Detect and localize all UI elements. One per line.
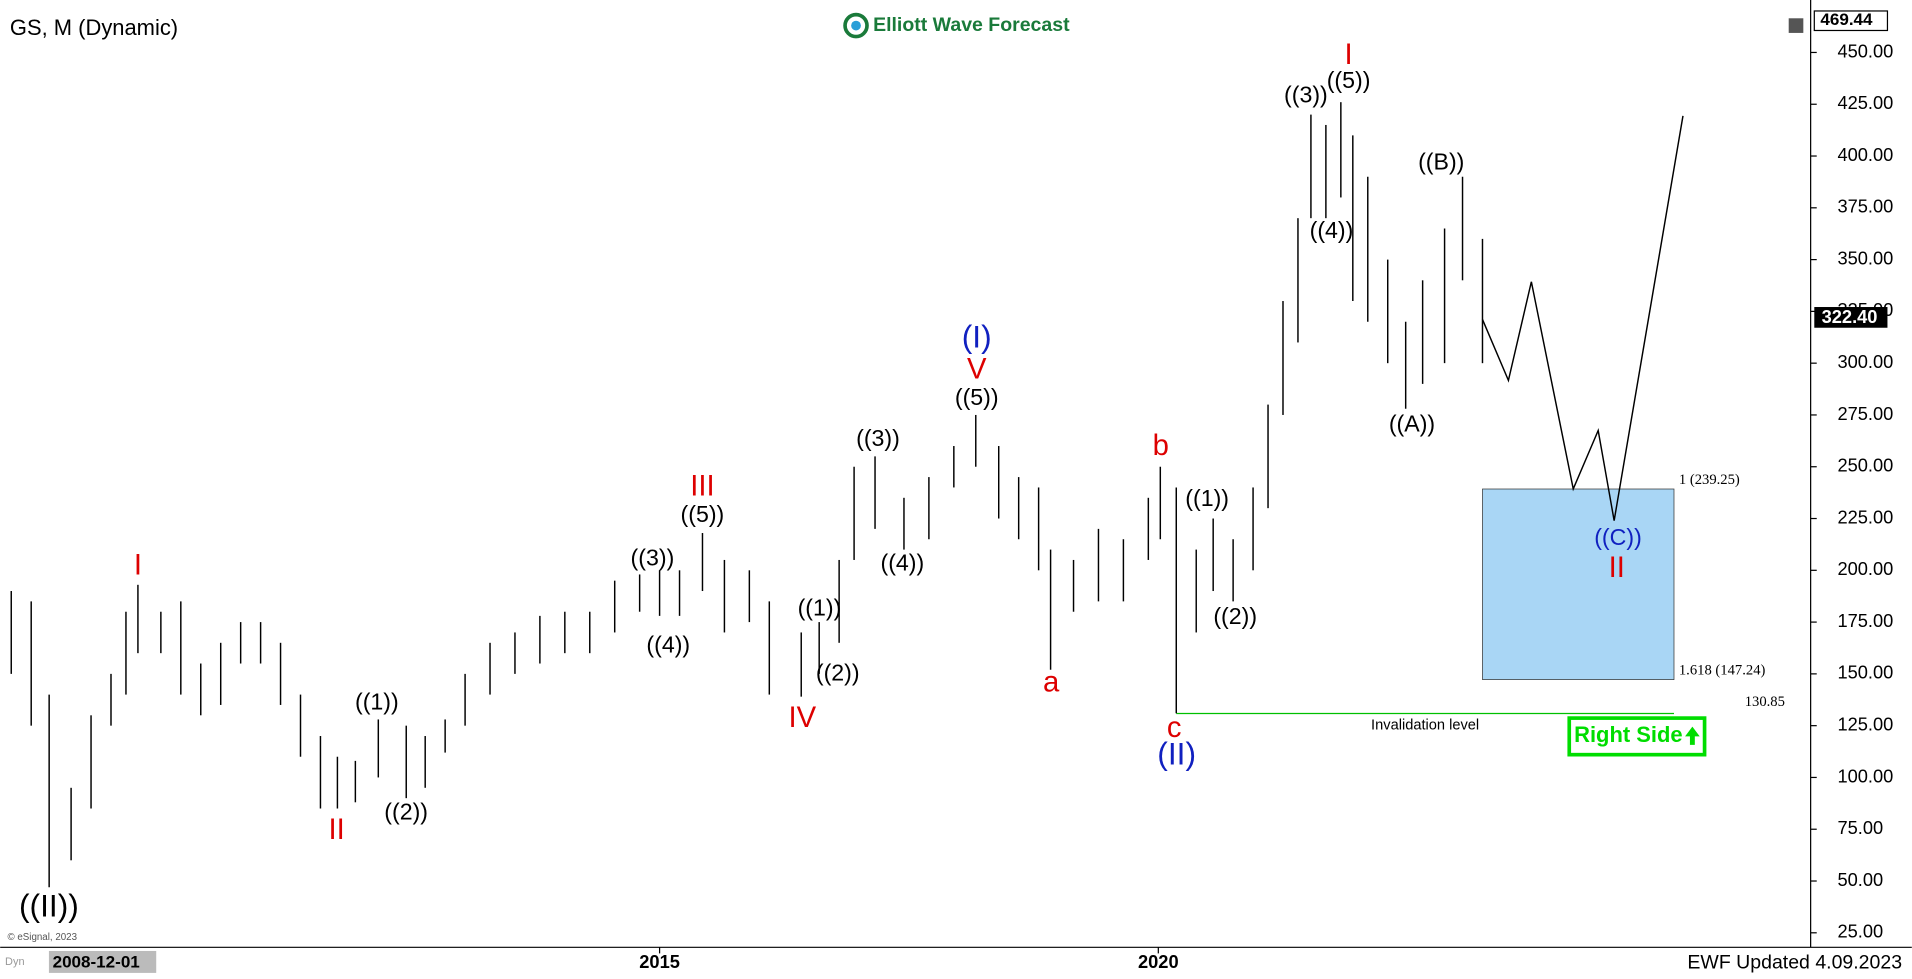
chart-title: GS, M (Dynamic): [10, 15, 178, 40]
wave-label: II: [1609, 552, 1625, 584]
menu-icon[interactable]: [1788, 18, 1804, 33]
x-tick-label: 2015: [639, 951, 680, 972]
y-tick-label: 350.00: [1837, 247, 1893, 268]
x-tick-label: 2020: [1138, 951, 1179, 972]
wave-label: ((2)): [1213, 603, 1257, 629]
y-tick-label: 450.00: [1837, 40, 1893, 61]
cursor-date-box: [48, 950, 157, 973]
wave-label: b: [1153, 430, 1169, 462]
wave-label: ((4)): [646, 631, 690, 657]
wave-label: ((2)): [384, 798, 428, 824]
right-side-text: Right Side: [1574, 722, 1682, 747]
y-tick-label: 300.00: [1837, 351, 1893, 372]
wave-label: ((5)): [1327, 67, 1371, 93]
wave-label: IV: [789, 702, 817, 734]
wave-label: ((1)): [355, 689, 399, 715]
wave-label: I: [134, 550, 142, 582]
wave-label: ((5)): [681, 501, 725, 527]
target-zone: [1482, 488, 1675, 680]
wave-label: ((4)): [880, 550, 924, 576]
y-tick-label: 25.00: [1837, 921, 1883, 942]
cursor-date: 2008-12-01: [53, 953, 140, 972]
wave-label: ((C)): [1594, 524, 1642, 550]
logo-ring: [843, 12, 869, 39]
wave-label: V: [967, 353, 987, 385]
wave-label: ((3)): [631, 545, 675, 571]
y-tick-label: 400.00: [1837, 144, 1893, 165]
y-tick-label: 200.00: [1837, 558, 1893, 579]
wave-label: II: [329, 814, 345, 846]
y-tick-label: 425.00: [1837, 92, 1893, 113]
y-tick-label: 75.00: [1837, 817, 1883, 838]
wave-label: ((B)): [1418, 148, 1464, 174]
y-tick-label: 225.00: [1837, 506, 1893, 527]
y-tick-label: 100.00: [1837, 765, 1893, 786]
wave-label: ((1)): [798, 595, 842, 621]
y-tick-label: 150.00: [1837, 662, 1893, 683]
y-tick-label: 375.00: [1837, 196, 1893, 217]
footer: EWF Updated 4.09.2023: [1687, 951, 1902, 973]
ymax-box: [1813, 10, 1889, 32]
invalidation-text: Invalidation level: [1371, 718, 1479, 734]
wave-label: ((3)): [1284, 81, 1328, 107]
wave-label: ((1)): [1185, 485, 1229, 511]
y-tick-label: 275.00: [1837, 403, 1893, 424]
wave-label: ((2)): [816, 659, 860, 685]
wave-label: I: [1345, 39, 1353, 71]
wave-label: c: [1167, 712, 1182, 744]
invalidation-value: 130.85: [1745, 694, 1785, 710]
y-tick-label: 250.00: [1837, 455, 1893, 476]
wave-label: a: [1043, 667, 1060, 699]
ymax-label: 469.44: [1820, 10, 1873, 29]
corner-tag: Dyn: [5, 956, 25, 968]
wave-label: (I): [962, 318, 992, 354]
wave-label: ((II)): [19, 888, 79, 924]
right-side-arrow: [1685, 726, 1700, 745]
logo-core: [851, 20, 861, 31]
wave-label: ((3)): [856, 425, 900, 451]
last-price-box: [1814, 307, 1888, 328]
zone-upper-label: 1 (239.25): [1679, 472, 1740, 488]
wave-label: ((5)): [955, 384, 999, 410]
wave-label: (II): [1157, 735, 1196, 771]
wave-label: ((A)): [1389, 411, 1435, 437]
copyright: © eSignal, 2023: [7, 932, 77, 943]
last-price-label: 322.40: [1822, 306, 1878, 327]
wave-label: III: [690, 470, 714, 502]
y-tick-label: 50.00: [1837, 869, 1883, 890]
brand-text: Elliott Wave Forecast: [873, 14, 1070, 36]
y-tick-label: 125.00: [1837, 713, 1893, 734]
brand-logo: Elliott Wave Forecast: [843, 12, 1070, 39]
right-side-box: [1567, 716, 1707, 757]
projection-path: [1481, 115, 1684, 521]
y-tick-label: 175.00: [1837, 610, 1893, 631]
wave-label: ((4)): [1310, 217, 1354, 243]
zone-lower-label: 1.618 (147.24): [1679, 662, 1766, 678]
